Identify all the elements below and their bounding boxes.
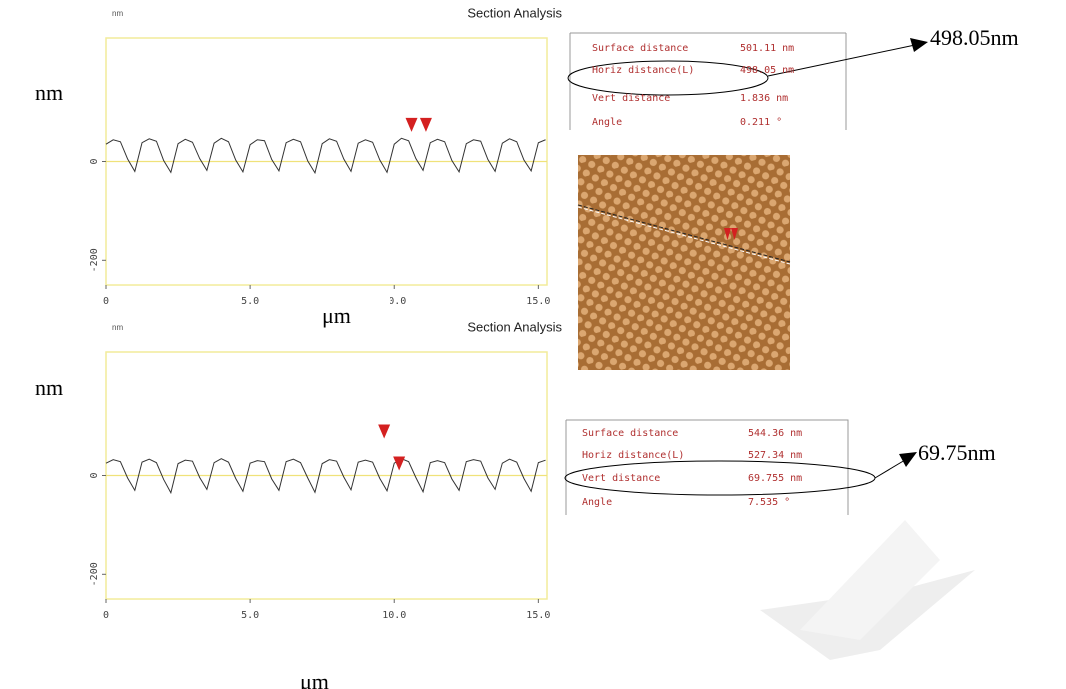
- x-tick-label: 5.0: [241, 610, 259, 621]
- x-axis-label: μm: [322, 303, 351, 328]
- table-value: 527.34 nm: [748, 450, 802, 461]
- x-tick-label: 15.0: [526, 610, 550, 621]
- y-tick-label: 0: [89, 158, 100, 164]
- y-tick-label: -200: [89, 248, 100, 272]
- y-axis-label: nm: [35, 375, 63, 400]
- table-value: 69.755 nm: [748, 473, 802, 484]
- x-tick-label: 0: [103, 610, 109, 621]
- table-label: Vert distance: [592, 93, 670, 104]
- annotation: 498.05nm: [930, 25, 1019, 50]
- afm-image: [578, 155, 790, 370]
- figure: nm nm μm 498.05nm 69.75nm Surface distan…: [0, 0, 1066, 689]
- table-value: 0.211 °: [740, 117, 782, 128]
- table-label: Angle: [592, 117, 622, 128]
- cursor-marker: [420, 118, 432, 132]
- arrow-head: [899, 452, 917, 467]
- table-label: Angle: [582, 497, 612, 508]
- watermark: [800, 520, 940, 640]
- table-label: Surface distance: [592, 43, 688, 54]
- y-axis-label: nm: [35, 80, 63, 105]
- cursor-marker: [378, 424, 390, 438]
- y-tick-label: 0: [89, 472, 100, 478]
- cursor-marker: [406, 118, 418, 132]
- cursor-marker: [393, 457, 405, 471]
- y-tick-label: -200: [89, 562, 100, 586]
- unit-label: nm: [112, 9, 123, 18]
- profile-line: [106, 138, 546, 173]
- x-tick-label: 5.0: [241, 296, 259, 307]
- x-tick-label: 0: [103, 296, 109, 307]
- callout-line: [875, 460, 905, 478]
- table-value: 1.836 nm: [740, 93, 788, 104]
- table-label: Vert distance: [582, 473, 660, 484]
- unit-label: nm: [112, 323, 123, 332]
- table-label: Surface distance: [582, 428, 678, 439]
- x-tick-label: 15.0: [526, 296, 550, 307]
- table-value: 544.36 nm: [748, 428, 802, 439]
- x-axis-label: μm: [300, 669, 329, 689]
- arrow-head: [910, 38, 928, 52]
- table-label: Horiz distance(L): [582, 450, 684, 461]
- table-value: 498.05 nm: [740, 65, 794, 76]
- chart-title: Section Analysis: [467, 319, 562, 334]
- table-label: Horiz distance(L): [592, 65, 694, 76]
- table-value: 501.11 nm: [740, 43, 794, 54]
- chart-title: Section Analysis: [467, 5, 562, 20]
- table-value: 7.535 °: [748, 497, 790, 508]
- x-tick-label: 10.0: [382, 610, 406, 621]
- annotation: 69.75nm: [918, 440, 996, 465]
